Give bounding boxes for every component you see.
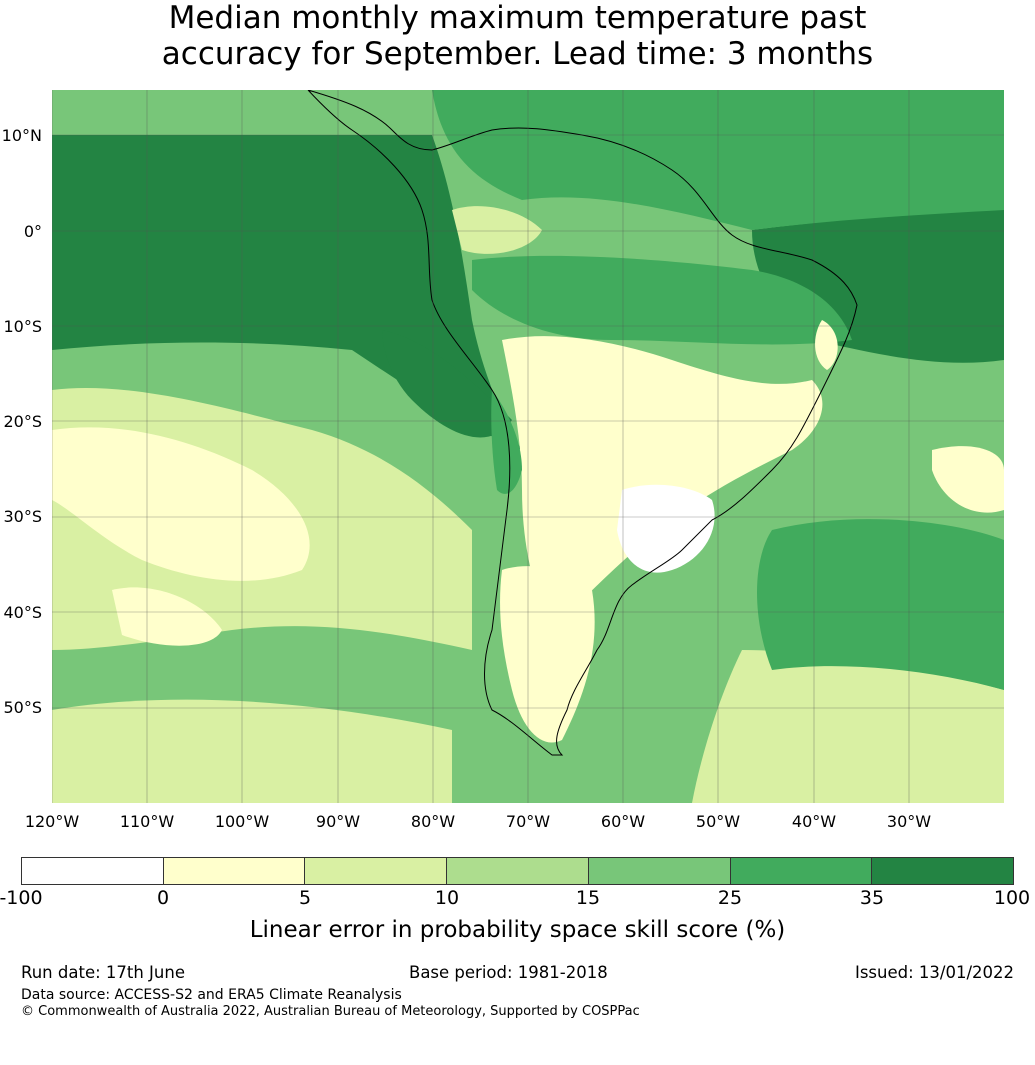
- lon-label-120w: 120°W: [24, 812, 80, 831]
- colorbar-tick-15: 15: [575, 887, 601, 909]
- run-date: Run date: 17th June: [21, 963, 185, 982]
- colorbar-tick-100: 100: [993, 887, 1031, 909]
- lat-label-40s: 40°S: [3, 603, 42, 622]
- south-america-coastline: [307, 90, 858, 756]
- north-pale-strip: [452, 206, 542, 254]
- far-south-light-band: [52, 699, 452, 803]
- colorbar-tick-35: 35: [859, 887, 885, 909]
- colorbar-label: Linear error in probability space skill …: [249, 917, 786, 943]
- lon-label-30w: 30°W: [886, 812, 932, 831]
- east-pacific-high-skill: [382, 330, 512, 438]
- south-pacific-yellow-band: [52, 427, 310, 581]
- colorbar-segment-neg100-0: [22, 858, 164, 884]
- data-source: Data source: ACCESS-S2 and ERA5 Climate …: [21, 987, 402, 1003]
- lon-label-100w: 100°W: [214, 812, 270, 831]
- title-line-2: accuracy for September. Lead time: 3 mon…: [161, 36, 874, 72]
- amazon-high-skill-zone: [472, 255, 852, 345]
- lon-label-70w: 70°W: [505, 812, 551, 831]
- lat-label-30s: 30°S: [3, 507, 42, 526]
- colorbar-segment-35-100: [872, 858, 1014, 884]
- colorbar-tick-neg100: -100: [0, 887, 43, 909]
- south-atlantic-light-band: [692, 650, 1004, 803]
- east-coast-yellow-strip: [815, 320, 838, 370]
- lon-label-110w: 110°W: [119, 812, 175, 831]
- colorbar-segment-25-35: [730, 858, 873, 884]
- lon-label-90w: 90°W: [315, 812, 361, 831]
- lon-label-80w: 80°W: [410, 812, 456, 831]
- mid-atlantic-yellow-patch: [932, 446, 1004, 513]
- colorbar-tick-5: 5: [298, 887, 312, 909]
- colorbar-segment-5-10: [305, 858, 448, 884]
- lat-label-10n: 10°N: [1, 126, 42, 145]
- lat-label-50s: 50°S: [3, 698, 42, 717]
- lon-label-50w: 50°W: [695, 812, 741, 831]
- lon-label-60w: 60°W: [600, 812, 646, 831]
- colorbar-segment-10-15: [447, 858, 589, 884]
- chart-title: Median monthly maximum temperature past …: [0, 0, 1035, 72]
- central-land-yellow-zone: [502, 336, 823, 630]
- lat-label-10s: 10°S: [3, 317, 42, 336]
- lat-label-20s: 20°S: [3, 412, 42, 431]
- colorbar-tick-25: 25: [717, 887, 743, 909]
- base-period: Base period: 1981-2018: [409, 963, 608, 982]
- title-line-1: Median monthly maximum temperature past: [168, 0, 867, 36]
- lat-label-0: 0°: [23, 222, 42, 241]
- lon-label-40w: 40°W: [791, 812, 837, 831]
- graticule: [52, 90, 1004, 803]
- colorbar-segment-0-5: [163, 858, 306, 884]
- south-atlantic-green-core: [757, 519, 1004, 690]
- south-pacific-pale-patch: [112, 587, 222, 646]
- colorbar-tick-10: 10: [434, 887, 460, 909]
- issued-date: Issued: 13/01/2022: [854, 963, 1014, 982]
- copyright-notice: © Commonwealth of Australia 2022, Austra…: [21, 1004, 640, 1019]
- colorbar-tick-0: 0: [156, 887, 170, 909]
- colorbar-segment-15-25: [588, 858, 731, 884]
- andes-green-strip: [491, 390, 522, 494]
- la-plata-white-zone: [617, 484, 715, 573]
- skill-score-map: [52, 90, 1004, 803]
- colorbar: [21, 857, 1014, 885]
